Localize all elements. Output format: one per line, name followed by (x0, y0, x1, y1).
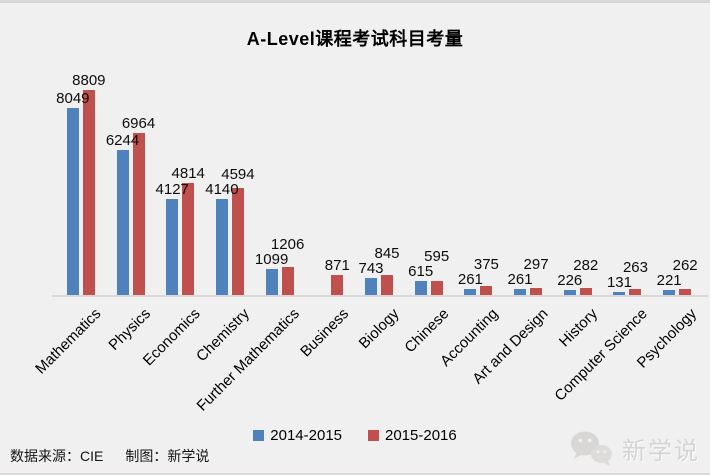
chart-title: A-Level课程考试科目考量 (246, 29, 464, 49)
x-tick-label-further-mathematics: Further Mathematics (193, 305, 303, 415)
value-label-2014-2015-computer-science: 131 (606, 273, 632, 291)
bar-2014-2015-psychology (663, 289, 676, 295)
value-label-2015-2016-business: 871 (324, 256, 350, 274)
value-label-2014-2015-art-and-design: 261 (507, 270, 533, 288)
x-tick-label-physics: Physics (105, 305, 154, 354)
value-label-2014-2015-psychology: 221 (656, 271, 682, 289)
value-label-2014-2015-physics: 6244 (105, 131, 140, 149)
value-label-2015-2016-chinese: 595 (424, 247, 450, 265)
value-label-2015-2016-accounting: 375 (473, 255, 499, 273)
bar-2014-2015-economics (166, 198, 179, 295)
value-label-2015-2016-chemistry: 4594 (221, 165, 255, 183)
bar-2014-2015-computer-science (613, 291, 626, 295)
chart-legend: 2014-2015 2015-2016 (0, 427, 710, 444)
value-label-2014-2015-biology: 743 (358, 259, 384, 277)
bar-2015-2016-psychology (679, 288, 692, 295)
bar-2015-2016-business (331, 274, 344, 295)
legend-swatch-2015-2016-icon (368, 430, 379, 441)
legend-swatch-2014-2015-icon (253, 430, 265, 441)
bar-2015-2016-physics (132, 132, 145, 295)
legend-item-2014-2015: 2014-2015 (253, 427, 342, 444)
value-label-2015-2016-art-and-design: 297 (523, 255, 549, 273)
value-label-2014-2015-accounting: 261 (457, 270, 483, 288)
chart-plot: 8049 8809 Mathematics 6244 6964 Physics 4127 48… (32, 61, 708, 415)
bar-2014-2015-chemistry (215, 198, 228, 295)
value-label-2014-2015-further-mathematics: 1099 (254, 251, 289, 269)
legend-label-2014-2015: 2014-2015 (270, 427, 342, 444)
legend-label-2015-2016: 2015-2016 (385, 427, 457, 444)
bar-2015-2016-computer-science (629, 288, 642, 295)
value-label-2015-2016-biology: 845 (374, 244, 400, 262)
x-tick-label-history: History (556, 305, 602, 351)
bar-2014-2015-mathematics (66, 107, 79, 295)
bar-2014-2015-physics (116, 149, 129, 295)
value-label-2015-2016-computer-science: 263 (622, 258, 648, 276)
value-label-2014-2015-chinese: 615 (408, 262, 434, 280)
value-label-2014-2015-chemistry: 4140 (205, 180, 239, 198)
chart-maker-label: 制图：新学说 (125, 448, 210, 464)
bar-2015-2016-chinese (430, 281, 443, 295)
wechat-icon (571, 431, 612, 466)
bar-2015-2016-history (579, 288, 592, 295)
x-tick-label-business: Business (297, 305, 353, 361)
bar-2015-2016-further-mathematics (281, 266, 294, 295)
value-label-2015-2016-psychology: 262 (672, 256, 698, 274)
value-label-2014-2015-mathematics: 8049 (56, 89, 90, 107)
legend-item-2015-2016: 2015-2016 (368, 427, 457, 444)
bar-2015-2016-accounting (480, 286, 493, 295)
footer-credits: 数据来源：CIE 制图：新学说 (10, 446, 231, 466)
bar-2015-2016-chemistry (231, 188, 244, 295)
bar-2014-2015-biology (365, 277, 377, 295)
watermark-text: 新学说 (622, 437, 700, 465)
value-label-2015-2016-physics: 6964 (121, 114, 156, 132)
x-tick-label-biology: Biology (355, 305, 403, 353)
bar-2015-2016-economics (182, 182, 195, 295)
value-label-2014-2015-history: 226 (557, 271, 583, 289)
bar-2014-2015-accounting (464, 288, 477, 295)
value-label-2015-2016-economics: 4814 (171, 164, 205, 182)
bar-2014-2015-history (563, 289, 576, 295)
x-tick-label-computer-science: Computer Science (551, 305, 651, 405)
bar-2015-2016-mathematics (82, 90, 95, 295)
value-label-2015-2016-mathematics: 8809 (72, 72, 106, 89)
x-axis-line (52, 295, 708, 297)
bar-2015-2016-biology (381, 275, 393, 295)
bar-2014-2015-art-and-design (514, 288, 527, 295)
value-label-2015-2016-further-mathematics: 1206 (270, 236, 305, 254)
x-tick-label-mathematics: Mathematics (32, 305, 105, 378)
value-label-2015-2016-history: 282 (573, 256, 599, 274)
data-source-label: 数据来源：CIE (10, 448, 104, 464)
value-label-2014-2015-economics: 4127 (155, 180, 189, 198)
watermark: 新学说 (568, 429, 700, 467)
bar-2015-2016-art-and-design (530, 288, 543, 295)
bar-2014-2015-chinese (414, 280, 427, 295)
x-tick-label-chinese: Chinese (401, 305, 453, 357)
bar-2014-2015-further-mathematics (265, 269, 278, 295)
